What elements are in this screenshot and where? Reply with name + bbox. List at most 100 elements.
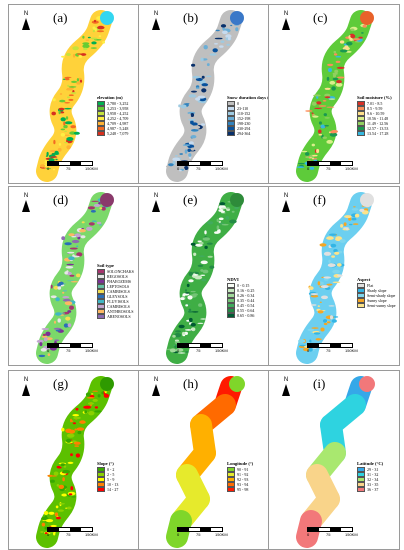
legend-item: 0.16 - 0.25 [227, 288, 254, 293]
north-arrow-icon: N [19, 11, 33, 30]
legend-item-label: Sunny slope [367, 298, 387, 303]
legend-item: 230-294 [227, 126, 269, 131]
legend-item: 2 - 5 [97, 472, 118, 477]
map-panel-e: (e) N 0 75 150KM NDVI 0 - 0.15 0.16 - 0.25 0.26 … [138, 186, 270, 366]
legend-swatch [227, 298, 235, 303]
legend-item-label: 2 - 5 [107, 472, 115, 477]
north-arrow-icon: N [149, 11, 163, 30]
legend-item-label: 11.49 - 12.56 [367, 121, 389, 126]
legend-item: 4,709 - 4,987 [97, 121, 128, 126]
study-region [296, 192, 372, 364]
legend-item: 33 - 35 [357, 482, 383, 487]
legend-item-label: Semi-sunny slope [367, 303, 396, 308]
legend-item-label: GLEYSOLS [107, 294, 128, 299]
panel-label: (b) [183, 10, 199, 25]
north-arrow-icon: N [19, 377, 33, 396]
legend-swatch [357, 106, 365, 111]
legend-swatch [97, 304, 105, 309]
class-bands [166, 376, 242, 548]
legend-item: Semi-shady slope [357, 293, 396, 298]
legend-swatch [97, 467, 105, 472]
legend-item: 14 - 27 [97, 487, 118, 492]
legend-item-label: 3,253 - 3,958 [107, 106, 129, 111]
scale-label-end: 150KM [345, 166, 358, 171]
legend-item-label: 0 [237, 101, 239, 106]
legend-item: FLUVISOLS [97, 299, 134, 304]
legend-item: 0 - 2 [97, 467, 118, 472]
legend-swatch [357, 121, 365, 126]
legend-swatch [227, 126, 235, 131]
legend-item: 0.45 - 0.54 [227, 303, 254, 308]
scale-label-end: 150KM [215, 166, 228, 171]
scale-label-zero: 0 [307, 532, 310, 537]
map-legend: Latitude (°C) 29 - 31 31 - 32 32 - 34 33 - 3… [357, 461, 383, 492]
legend-item-label: 31 - 32 [367, 472, 379, 477]
panel-label: (c) [313, 10, 328, 25]
scale-label-mid: 75 [196, 532, 201, 537]
class-patches [296, 21, 371, 170]
legend-swatch [357, 116, 365, 121]
legend-item: 93 - 94 [227, 482, 253, 487]
scale-label-zero: 0 [177, 166, 180, 171]
legend-item-label: 90 - 91 [237, 467, 249, 472]
legend-swatch [227, 482, 235, 487]
legend-item: 10.56 - 11.48 [357, 116, 392, 121]
scale-label-mid: 75 [326, 532, 331, 537]
legend-item: 7.01 - 8.5 [357, 101, 392, 106]
legend-item: 95 - 98 [227, 487, 253, 492]
legend-title: Aspect [357, 277, 371, 282]
legend-swatch [227, 288, 235, 293]
legend-item-label: ANTHROSOLS [107, 309, 134, 314]
scale-label-end: 150KM [345, 348, 358, 353]
legend-title: elevation (m) [97, 95, 123, 100]
legend-item: 5 - 9 [97, 477, 118, 482]
north-arrow-icon: N [19, 193, 33, 212]
class-patches [165, 21, 240, 172]
legend-item: 23-110 [227, 106, 269, 111]
map-panel-i: (i) N 0 75 150KM Latitude (°C) 29 - 31 31 - 32 3… [268, 370, 400, 550]
legend-item: 3,253 - 3,958 [97, 106, 128, 111]
legend-title: Soil type [97, 263, 114, 268]
class-patches [40, 388, 110, 536]
legend-item: 31 - 32 [357, 472, 383, 477]
region-top-end [230, 11, 244, 25]
north-label: N [153, 11, 159, 17]
map-panel-f: (f) N 0 75 150KM Aspect Flat Shady slope Semi-sh… [268, 186, 400, 366]
legend-swatch [227, 131, 235, 136]
map-legend: Aspect Flat Shady slope Semi-shady slope Sun… [357, 277, 396, 308]
region-map [296, 192, 374, 364]
legend-item: 4,987 - 5,248 [97, 126, 128, 131]
legend-item: ANTHROSOLS [97, 309, 134, 314]
scale-bar: 0 75 150KM [307, 161, 367, 175]
legend-swatch [227, 472, 235, 477]
legend-item-label: 91 - 92 [237, 472, 249, 477]
legend-item: Semi-sunny slope [357, 303, 396, 308]
legend-swatch [97, 116, 105, 121]
legend-item-label: CAMBISOLS [107, 304, 130, 309]
scale-label-end: 150KM [345, 532, 358, 537]
legend-item-label: 14 - 27 [107, 487, 119, 492]
region-top-end [359, 376, 375, 392]
region-top-end [100, 193, 114, 207]
legend-swatch [227, 101, 235, 106]
legend-swatch [97, 487, 105, 492]
legend-item-label: 0.65 - 0.86 [237, 313, 255, 318]
legend-item: 294-364 [227, 131, 269, 136]
legend-item: 3,958 - 4,252 [97, 111, 128, 116]
legend-swatch [357, 126, 365, 131]
legend-item-label: 10 - 13 [107, 482, 119, 487]
legend-item: 110-152 [227, 111, 269, 116]
legend-swatch [97, 299, 105, 304]
region-top-end [360, 193, 374, 207]
legend-item: 11.49 - 12.56 [357, 121, 392, 126]
region-map [36, 192, 114, 364]
legend-item-label: Shady slope [367, 288, 387, 293]
scale-label-mid: 75 [326, 166, 331, 171]
north-arrow-icon: N [279, 11, 293, 30]
scale-label-zero: 0 [47, 348, 50, 353]
legend-item-label: PHAEOZEMS [107, 279, 132, 284]
legend-swatch [97, 284, 105, 289]
panel-label: (a) [53, 10, 68, 25]
legend-swatch [227, 467, 235, 472]
legend-item-label: 36 - 37 [367, 487, 379, 492]
